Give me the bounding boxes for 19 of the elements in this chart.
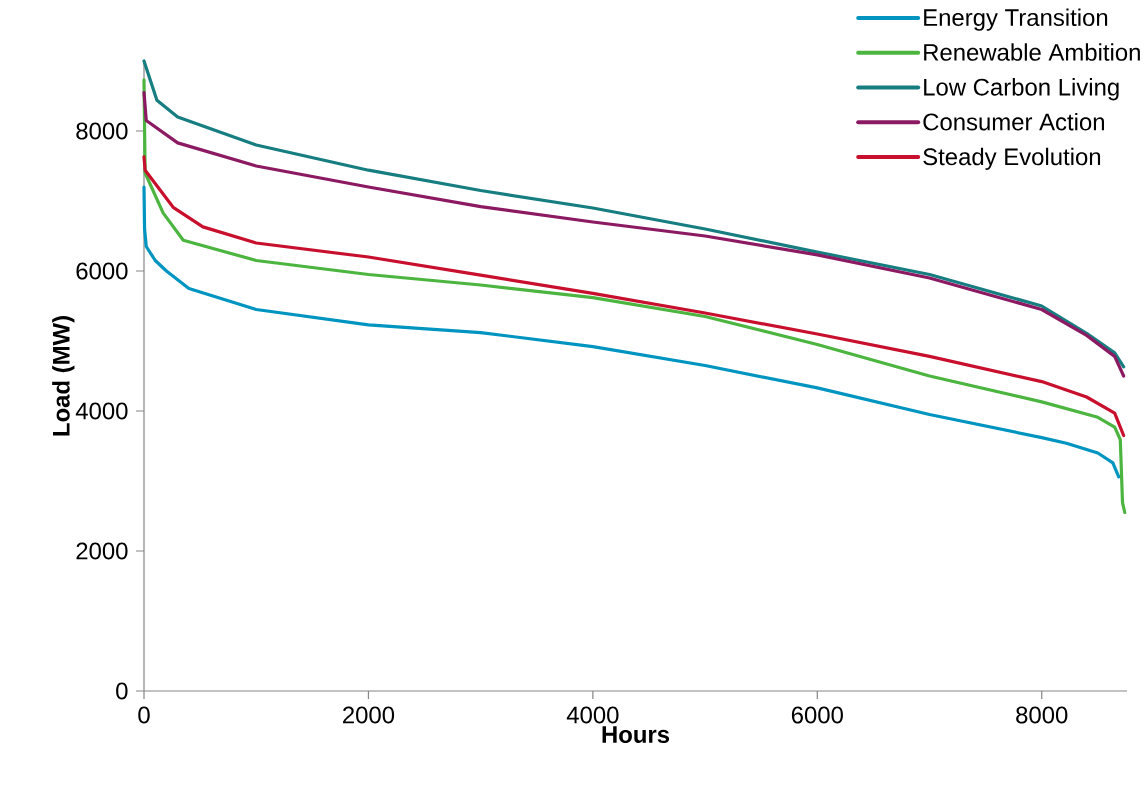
y-tick-label: 6000 (76, 262, 128, 280)
legend-label: Energy Transition (924, 8, 1108, 31)
x-axis-title: Hours (602, 726, 670, 743)
y-tick-label: 4000 (75, 402, 128, 420)
legend-label: Low Carbon Living (924, 78, 1119, 101)
legend-label: Consumer Action (923, 112, 1104, 131)
y-tick-label: 2000 (76, 542, 128, 560)
legend-label: Steady Evolution (923, 147, 1101, 170)
line-series (142, 185, 1121, 479)
line-series (142, 78, 1127, 515)
y-tick-label: 8000 (76, 122, 128, 140)
x-tick-label: 0 (138, 706, 150, 724)
legend-label: Renewable Ambition (924, 43, 1140, 61)
x-tick-label: 2000 (343, 706, 395, 724)
x-tick-label: 8000 (1016, 706, 1068, 724)
y-axis-title: Load (MW) (52, 316, 75, 436)
y-tick-label: 0 (116, 682, 128, 700)
x-tick-label: 6000 (791, 706, 843, 724)
x-tick-label: 4000 (566, 706, 619, 724)
